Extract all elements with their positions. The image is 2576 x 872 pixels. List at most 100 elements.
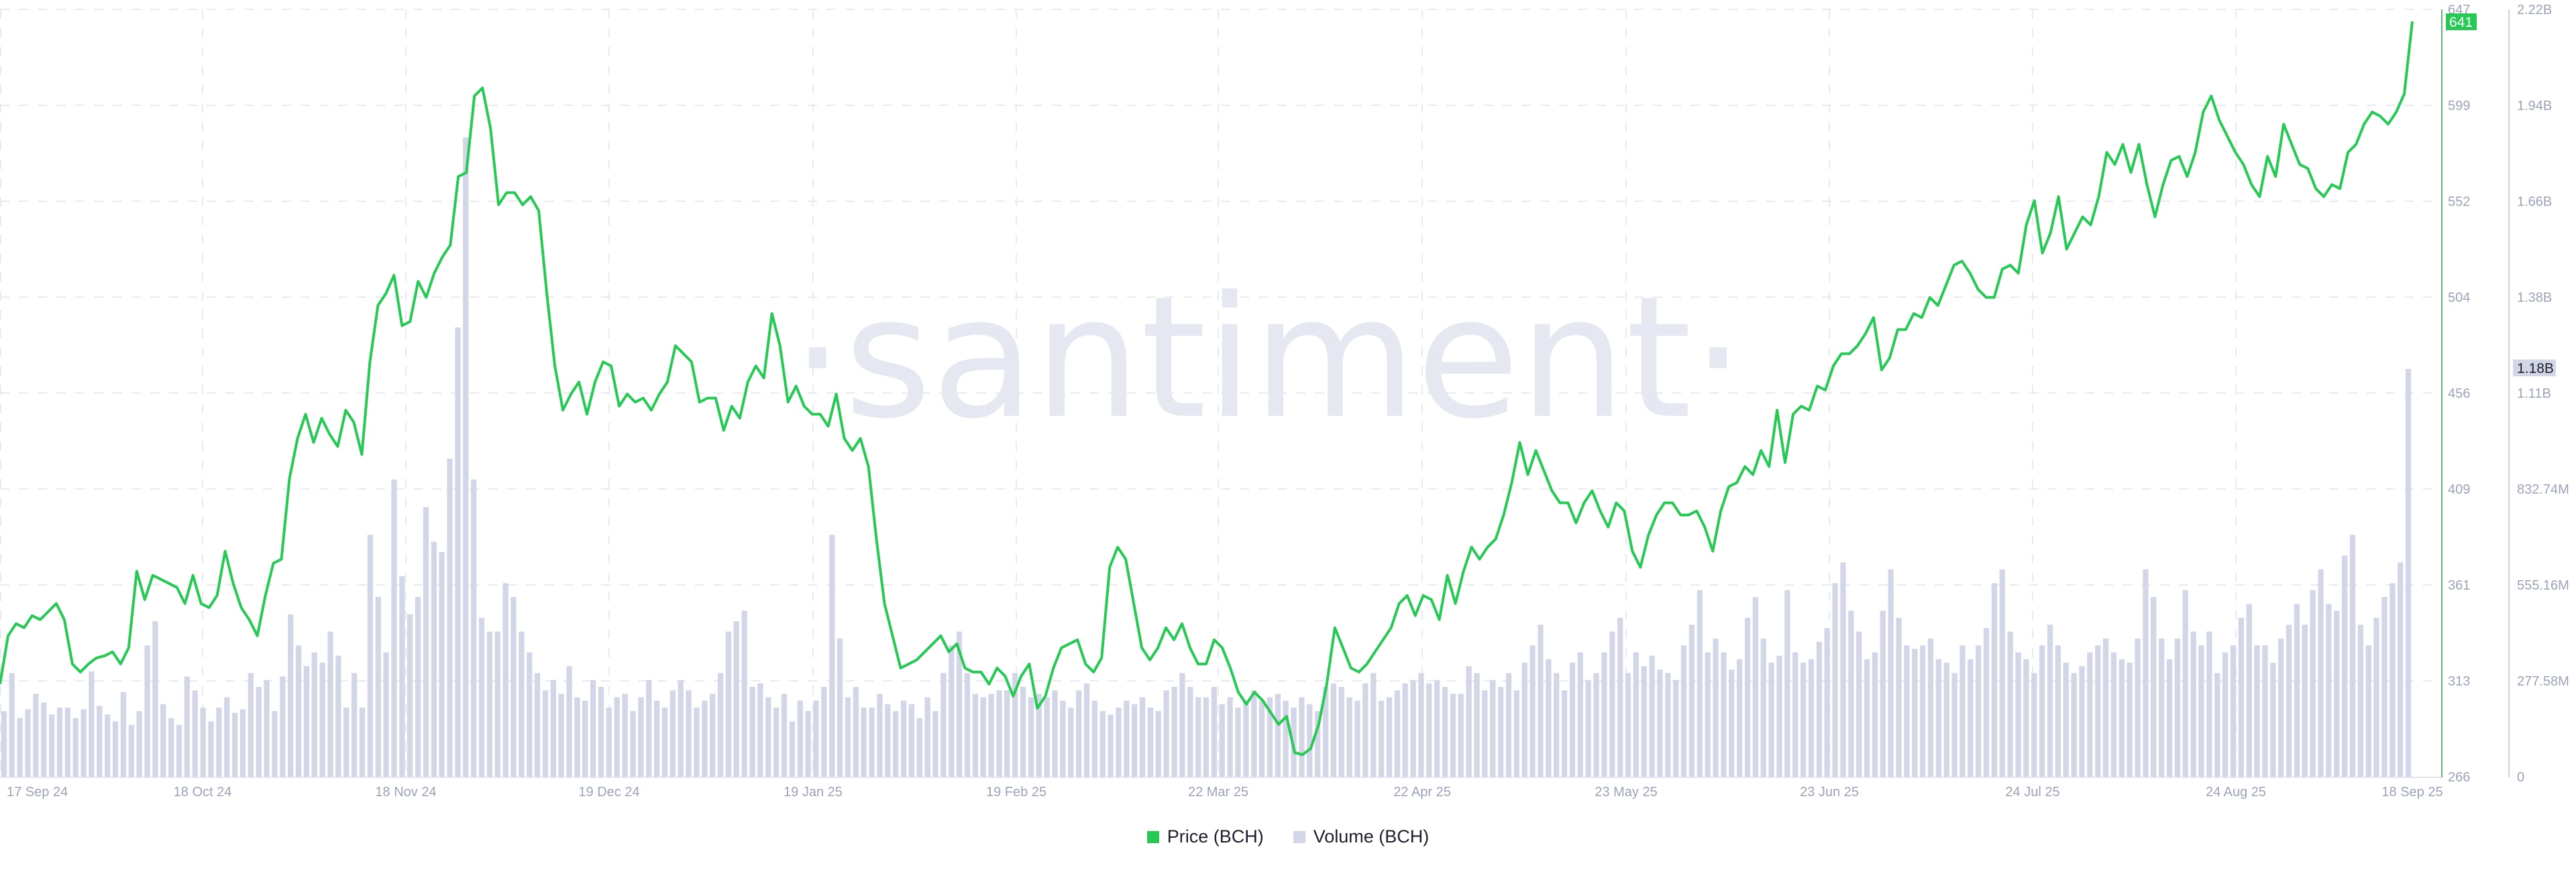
volume-bar[interactable] [773, 707, 780, 777]
volume-bar[interactable] [2063, 662, 2069, 777]
volume-bar[interactable] [1697, 590, 1703, 777]
volume-bar[interactable] [1195, 697, 1201, 777]
volume-bar[interactable] [264, 679, 270, 777]
volume-bar[interactable] [2286, 624, 2292, 777]
volume-bar[interactable] [2342, 555, 2348, 777]
volume-bar[interactable] [407, 614, 413, 777]
volume-bar[interactable] [184, 676, 190, 777]
volume-bar[interactable] [1824, 628, 1830, 777]
volume-bar[interactable] [447, 458, 453, 777]
volume-bar[interactable] [686, 690, 692, 777]
volume-bar[interactable] [2118, 659, 2125, 777]
volume-bar[interactable] [72, 718, 78, 777]
volume-bar[interactable] [1346, 697, 1352, 777]
volume-bar[interactable] [1569, 662, 1576, 777]
volume-bar[interactable] [1768, 662, 1774, 777]
volume-bar[interactable] [1617, 618, 1623, 777]
volume-bar[interactable] [2318, 569, 2324, 777]
volume-bar[interactable] [1705, 652, 1711, 777]
volume-bar[interactable] [439, 552, 445, 777]
volume-bar[interactable] [900, 700, 907, 777]
volume-bar[interactable] [2302, 624, 2308, 777]
volume-bar[interactable] [1721, 652, 1727, 777]
volume-bar[interactable] [2365, 645, 2371, 777]
volume-bar[interactable] [494, 631, 500, 777]
volume-bar[interactable] [1680, 645, 1687, 777]
volume-bar[interactable] [1968, 659, 1974, 777]
volume-bar[interactable] [1577, 652, 1583, 777]
volume-bar[interactable] [1864, 659, 1870, 777]
volume-bar[interactable] [97, 706, 103, 777]
volume-bar[interactable] [2015, 652, 2021, 777]
volume-bar[interactable] [1187, 687, 1193, 777]
volume-bar[interactable] [669, 690, 676, 777]
volume-bar[interactable] [558, 694, 564, 777]
volume-bar[interactable] [192, 690, 198, 777]
volume-bar[interactable] [1888, 569, 1894, 777]
volume-bar[interactable] [64, 707, 70, 777]
volume-bar[interactable] [1219, 704, 1225, 777]
volume-bar[interactable] [288, 614, 294, 777]
volume-bar[interactable] [821, 687, 827, 777]
volume-bar[interactable] [2182, 590, 2188, 777]
volume-bar[interactable] [1633, 652, 1639, 777]
volume-bar[interactable] [343, 707, 350, 777]
volume-bar[interactable] [2023, 659, 2029, 777]
volume-bar[interactable] [741, 610, 747, 777]
volume-bar[interactable] [1243, 700, 1249, 777]
volume-bar[interactable] [2151, 597, 2157, 777]
volume-bar[interactable] [41, 702, 47, 777]
volume-bar[interactable] [1713, 638, 1719, 777]
volume-bar[interactable] [861, 707, 867, 777]
volume-bar[interactable] [1044, 697, 1050, 777]
volume-bar[interactable] [1593, 673, 1599, 777]
volume-bar[interactable] [1354, 700, 1360, 777]
volume-bar[interactable] [1116, 707, 1122, 777]
volume-bar[interactable] [1338, 687, 1344, 777]
volume-bar[interactable] [1458, 694, 1464, 777]
volume-bar[interactable] [1951, 673, 1957, 777]
volume-bar[interactable] [869, 707, 875, 777]
volume-bar[interactable] [399, 576, 405, 777]
volume-bar[interactable] [1529, 645, 1536, 777]
volume-bar[interactable] [431, 541, 437, 777]
volume-bar[interactable] [1505, 673, 1512, 777]
volume-bar[interactable] [2278, 638, 2284, 777]
volume-bar[interactable] [1450, 694, 1456, 777]
volume-bar[interactable] [272, 711, 278, 777]
volume-bar[interactable] [1371, 673, 1377, 777]
volume-bar[interactable] [1179, 673, 1185, 777]
volume-bar[interactable] [956, 631, 963, 777]
volume-bar[interactable] [2206, 631, 2212, 777]
volume-bar[interactable] [478, 618, 485, 777]
volume-bar[interactable] [1920, 645, 1926, 777]
volume-bar[interactable] [598, 687, 604, 777]
volume-bar[interactable] [829, 535, 835, 777]
volume-bar[interactable] [590, 679, 596, 777]
volume-bar[interactable] [1546, 659, 1552, 777]
volume-bar[interactable] [1641, 666, 1647, 777]
volume-bar[interactable] [335, 655, 341, 777]
volume-bar[interactable] [2381, 597, 2387, 777]
price-line[interactable] [0, 21, 2414, 756]
volume-bar[interactable] [375, 597, 381, 777]
volume-bar[interactable] [1466, 666, 1472, 777]
volume-bar[interactable] [1442, 687, 1448, 777]
volume-bar[interactable] [789, 721, 795, 777]
volume-bar[interactable] [2214, 673, 2220, 777]
volume-bar[interactable] [1076, 690, 1082, 777]
volume-bar[interactable] [550, 679, 556, 777]
volume-bar[interactable] [996, 690, 1002, 777]
volume-bar[interactable] [1124, 700, 1130, 777]
volume-bar[interactable] [1012, 673, 1018, 777]
volume-bar[interactable] [1983, 628, 1990, 777]
volume-bar[interactable] [1139, 697, 1146, 777]
volume-bar[interactable] [1426, 683, 1432, 777]
volume-bar[interactable] [2390, 583, 2396, 777]
volume-bar[interactable] [2159, 638, 2165, 777]
volume-bar[interactable] [1832, 583, 1838, 777]
volume-bar[interactable] [49, 714, 55, 777]
volume-bar[interactable] [1960, 645, 1966, 777]
volume-bar[interactable] [256, 687, 262, 777]
